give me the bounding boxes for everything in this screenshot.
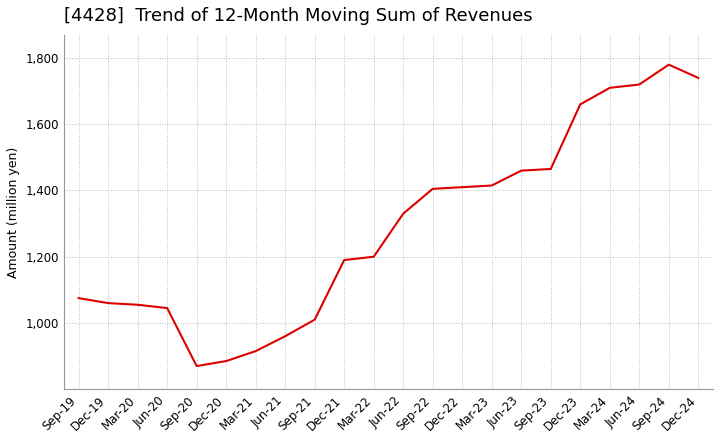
Y-axis label: Amount (million yen): Amount (million yen) <box>7 147 20 278</box>
Text: [4428]  Trend of 12-Month Moving Sum of Revenues: [4428] Trend of 12-Month Moving Sum of R… <box>64 7 533 25</box>
